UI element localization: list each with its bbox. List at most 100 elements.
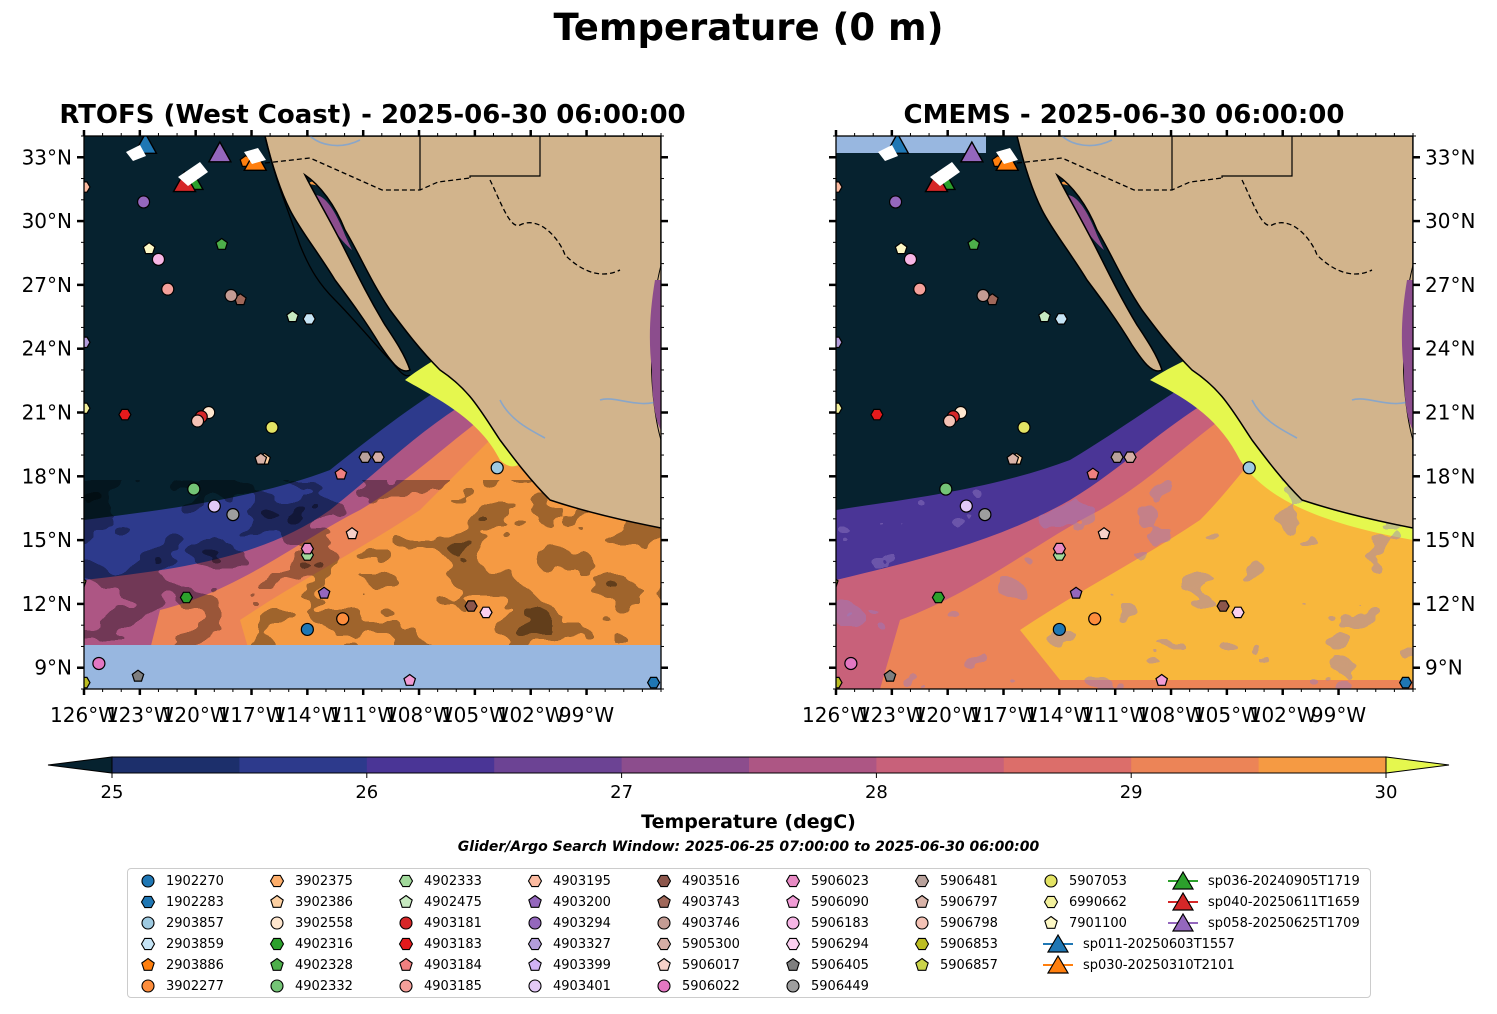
legend-label: 4902316	[295, 936, 353, 952]
legend-label: 4903399	[553, 957, 611, 973]
argo-float-4903327	[84, 336, 91, 349]
legend-label: 2903886	[166, 957, 224, 973]
glider-sp058-20250625T1709	[959, 140, 985, 163]
legend-marker-icon	[141, 957, 155, 971]
y-tick-label: 33°N	[22, 145, 72, 169]
legend-marker-icon	[915, 894, 929, 908]
colorbar: 25 26 27 28 29 30	[47, 756, 1450, 803]
argo-float-4903401	[207, 499, 221, 513]
legend-item: 5906857	[912, 955, 998, 975]
argo-float-4903746	[976, 288, 990, 303]
argo-float-5906023	[1052, 542, 1067, 555]
legend-item: 3902277	[138, 976, 224, 996]
pacific-coast-purple	[1401, 280, 1413, 430]
argo-float-4903185	[161, 282, 175, 296]
argo-float-4903516	[1216, 600, 1230, 612]
argo-float-5905300	[1123, 451, 1137, 463]
legend-item: sp011-20250603T1557	[1041, 934, 1235, 954]
legend-label: 4903401	[553, 978, 611, 994]
legend-label: 4903327	[553, 936, 611, 952]
legend-label: 5906022	[682, 978, 740, 994]
legend-label: 1902283	[166, 894, 224, 910]
legend-marker-icon	[657, 979, 671, 993]
legend-marker-icon	[527, 937, 543, 951]
argo-float-5906023	[300, 542, 315, 555]
argo-float-5907053	[1017, 420, 1031, 434]
argo-float-4903200	[317, 586, 331, 599]
argo-float-1902270	[1052, 622, 1066, 637]
legend-marker-icon	[786, 957, 800, 971]
state-border	[1171, 136, 1293, 190]
argo-float-5906405	[131, 669, 145, 682]
legend-marker-icon	[1168, 892, 1198, 911]
argo-float-4903183	[118, 408, 132, 421]
legend-label: sp040-20250611T1659	[1208, 894, 1360, 910]
legend-item: 4903181	[396, 913, 482, 933]
legend-marker-icon	[141, 916, 155, 930]
x-tick-label: 117°W	[970, 703, 1038, 727]
legend-item: sp030-20250310T2101	[1041, 955, 1235, 975]
legend-marker-icon	[527, 874, 543, 888]
legend-label: 4903746	[682, 915, 740, 931]
colorbar-tick-label: 25	[101, 782, 124, 803]
legend-marker-icon	[1043, 934, 1073, 953]
legend-label: 5907053	[1069, 873, 1127, 889]
pacific-coast-purple	[649, 280, 661, 430]
legend-item: 2903857	[138, 913, 224, 933]
legend-item: 4903195	[525, 871, 611, 891]
legend-item: 5906022	[654, 976, 740, 996]
legend-item: 4903399	[525, 955, 611, 975]
legend-marker-icon	[915, 916, 929, 930]
argo-float-5905300	[371, 451, 385, 463]
legend-marker-icon	[528, 979, 542, 993]
argo-float-5906797	[254, 452, 268, 465]
y-tick-label: 24°N	[1425, 337, 1475, 361]
colorbar-tick-label: 28	[865, 782, 888, 803]
legend-item: 5906798	[912, 913, 998, 933]
legend-label: 4902333	[424, 873, 482, 889]
argo-float-4903185	[913, 282, 927, 296]
x-tick-label: 120°W	[914, 703, 982, 727]
argo-float-4902332	[187, 482, 201, 496]
legend-item: 4902332	[267, 976, 353, 996]
x-tick-label: 120°W	[162, 703, 230, 727]
legend-label: 5906017	[682, 957, 740, 973]
legend-label: sp011-20250603T1557	[1083, 936, 1235, 952]
y-tick-label: 30°N	[22, 209, 72, 233]
legend-marker-icon	[786, 916, 800, 930]
argo-float-5906481	[1110, 451, 1124, 463]
x-tick-label: 117°W	[218, 703, 286, 727]
y-tick-label: 24°N	[22, 337, 72, 361]
legend-marker-icon	[786, 979, 800, 993]
legend-item: 5906481	[912, 871, 998, 891]
colorbar-tick-label: 27	[610, 782, 633, 803]
legend-label: 5906481	[940, 873, 998, 889]
argo-float-3902277	[1088, 612, 1102, 626]
legend-item: 4902328	[267, 955, 353, 975]
legend-item: 4903294	[525, 913, 611, 933]
argo-float-2903857	[1242, 461, 1256, 475]
legend-label: 7901100	[1069, 915, 1127, 931]
argo-float-7901100	[142, 241, 156, 255]
argo-float-4903327	[836, 336, 843, 349]
argo-float-5906798	[190, 414, 205, 428]
argo-float-1902283	[646, 676, 661, 689]
legend-item: 4902316	[267, 934, 353, 954]
colorbar-segment	[1258, 757, 1387, 773]
legend-marker-icon	[399, 894, 413, 908]
argo-float-5906294	[479, 606, 493, 619]
colorbar-segment	[749, 757, 877, 773]
legend-marker-icon	[270, 916, 284, 930]
glider-track-arrow	[126, 145, 266, 186]
argo-float-3902375	[811, 514, 823, 524]
legend-item: 5906023	[783, 871, 869, 891]
argo-float-5906183	[151, 252, 166, 266]
international-border	[264, 157, 621, 275]
legend-label: sp058-20250625T1709	[1208, 915, 1360, 931]
argo-float-4903401	[959, 499, 973, 513]
figure-title: Temperature (0 m)	[553, 6, 944, 49]
legend-marker-icon	[270, 957, 284, 971]
legend-marker-icon	[528, 916, 542, 930]
rtofs-map-panel: 126°W123°W120°W117°W114°W111°W108°W105°W…	[22, 130, 668, 727]
x-tick-label: 102°W	[1249, 703, 1317, 727]
